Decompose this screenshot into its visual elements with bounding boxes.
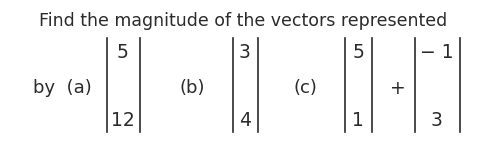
Text: (c): (c)	[293, 79, 317, 97]
Text: 4: 4	[239, 111, 251, 130]
Text: 1: 1	[352, 111, 364, 130]
Text: 3: 3	[239, 43, 251, 62]
Text: (b): (b)	[179, 79, 205, 97]
Text: 3: 3	[431, 111, 443, 130]
Text: 5: 5	[117, 43, 129, 62]
Text: − 1: − 1	[420, 43, 454, 62]
Text: 12: 12	[111, 111, 135, 130]
Text: Find the magnitude of the vectors represented: Find the magnitude of the vectors repres…	[39, 12, 447, 30]
Text: 5: 5	[352, 43, 364, 62]
Text: +: +	[390, 78, 406, 97]
Text: by  (a): by (a)	[33, 79, 91, 97]
